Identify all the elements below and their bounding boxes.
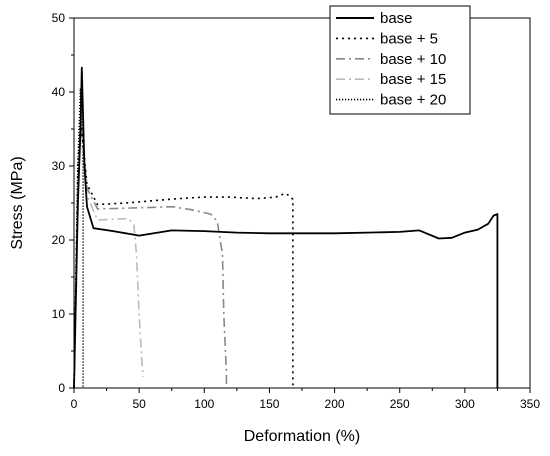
series-layer: [73, 66, 499, 389]
series-line-3: [73, 124, 144, 389]
y-axis: 0 10 20 30 40 50: [52, 11, 74, 395]
legend-label: base + 15: [380, 71, 446, 88]
legend-label: base + 20: [380, 92, 446, 109]
x-tick-label: 200: [325, 397, 345, 411]
y-axis-label: Stress (MPa): [9, 156, 26, 249]
y-tick-label: 20: [52, 233, 66, 247]
x-tick-label: 150: [259, 397, 279, 411]
y-tick-label: 10: [52, 307, 66, 321]
legend-label: base + 5: [380, 30, 438, 47]
x-tick-label: 300: [455, 397, 475, 411]
legend-label: base: [380, 10, 413, 27]
x-tick-label: 250: [390, 397, 410, 411]
x-axis-label: Deformation (%): [244, 428, 360, 445]
series-line-2: [73, 124, 228, 389]
x-tick-label: 0: [71, 397, 78, 411]
series-line-0: [73, 66, 499, 389]
y-tick-label: 50: [52, 11, 66, 25]
x-tick-label: 100: [194, 397, 214, 411]
y-tick-label: 30: [52, 159, 66, 173]
x-tick-label: 50: [132, 397, 146, 411]
x-axis: 0 50 100 150 200 250 300 350: [71, 388, 540, 411]
legend-box: [329, 5, 471, 115]
x-tick-label: 350: [520, 397, 540, 411]
y-tick-label: 40: [52, 85, 66, 99]
legend-label: base + 10: [380, 51, 446, 68]
series-line-4: [73, 87, 84, 389]
legend: base base + 5 base + 10 base + 15 base + 20: [329, 5, 471, 115]
y-tick-label: 0: [58, 381, 65, 395]
series-line-1: [73, 119, 294, 389]
